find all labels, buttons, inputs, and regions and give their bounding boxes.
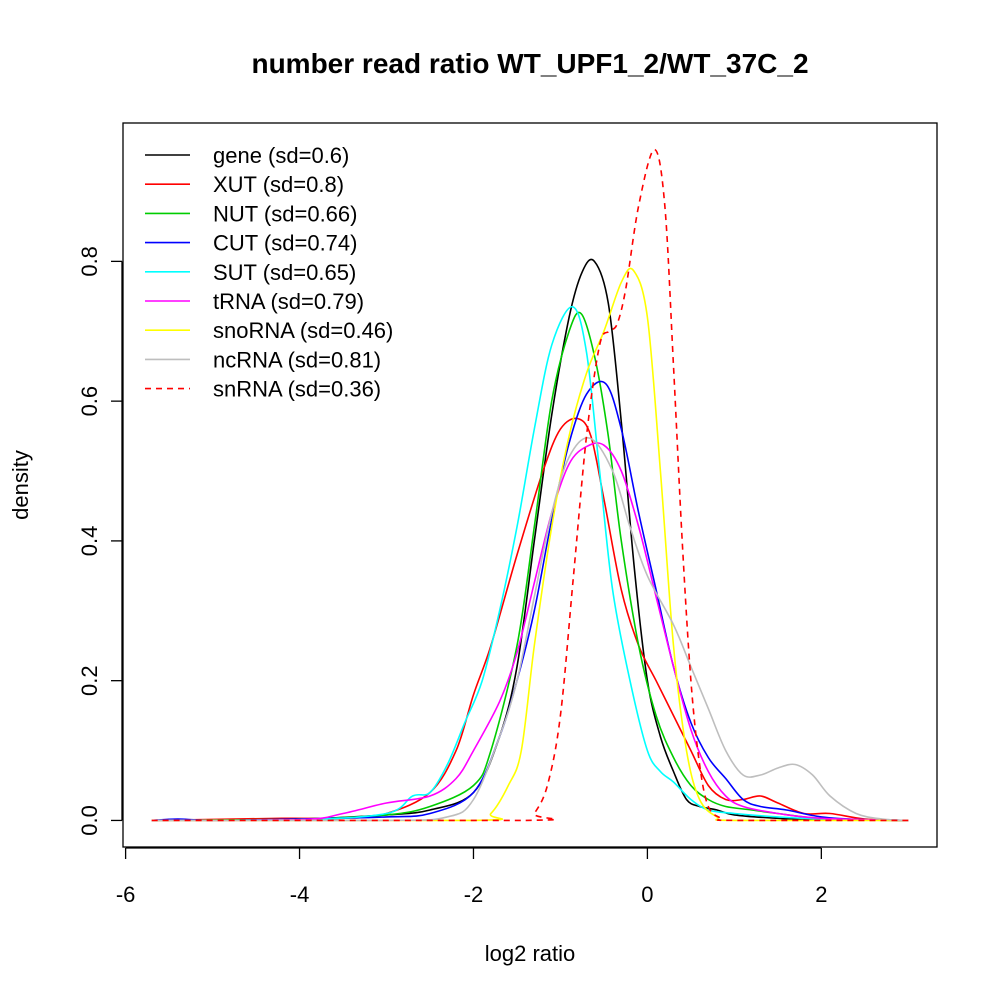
x-axis-label: log2 ratio bbox=[485, 941, 576, 966]
plot-frame bbox=[122, 122, 938, 848]
y-tick-label: 0.6 bbox=[77, 386, 102, 417]
curve-series-1 bbox=[151, 417, 909, 822]
legend-label: NUT (sd=0.66) bbox=[213, 201, 357, 226]
x-tick-label: 0 bbox=[641, 882, 653, 907]
curve-series-2 bbox=[151, 311, 909, 822]
legend-label: tRNA (sd=0.79) bbox=[213, 289, 364, 314]
y-tick-label: 0.4 bbox=[77, 526, 102, 557]
legend: gene (sd=0.6) XUT (sd=0.8) NUT (sd=0.66) CU… bbox=[145, 143, 393, 402]
x-tick-label: -4 bbox=[290, 882, 310, 907]
curve-series-0 bbox=[151, 258, 909, 822]
y-axis-label: density bbox=[8, 450, 33, 520]
curve-series-7 bbox=[151, 437, 909, 822]
x-tick-label: 2 bbox=[815, 882, 827, 907]
y-tick-label: 0.0 bbox=[77, 805, 102, 836]
x-tick-label: -6 bbox=[116, 882, 136, 907]
legend-label: CUT (sd=0.74) bbox=[213, 231, 357, 256]
legend-label: gene (sd=0.6) bbox=[213, 143, 349, 168]
curve-series-4 bbox=[151, 306, 909, 822]
legend-label: ncRNA (sd=0.81) bbox=[213, 347, 381, 372]
curve-series-3 bbox=[151, 380, 909, 822]
legend-label: SUT (sd=0.65) bbox=[213, 260, 356, 285]
y-tick-label: 0.8 bbox=[77, 246, 102, 277]
legend-label: snRNA (sd=0.36) bbox=[213, 377, 381, 402]
curve-series-5 bbox=[151, 442, 909, 822]
legend-label: snoRNA (sd=0.46) bbox=[213, 318, 393, 343]
curve-series-8 bbox=[151, 148, 909, 822]
curves bbox=[151, 148, 909, 822]
legend-label: XUT (sd=0.8) bbox=[213, 172, 344, 197]
y-tick-label: 0.2 bbox=[77, 665, 102, 696]
chart-title: number read ratio WT_UPF1_2/WT_37C_2 bbox=[251, 48, 808, 79]
x-tick-label: -2 bbox=[464, 882, 484, 907]
x-axis: -6 -4 -2 0 2 bbox=[116, 847, 827, 907]
curve-series-6 bbox=[151, 267, 909, 822]
y-axis: 0.0 0.2 0.4 0.6 0.8 bbox=[77, 246, 123, 836]
